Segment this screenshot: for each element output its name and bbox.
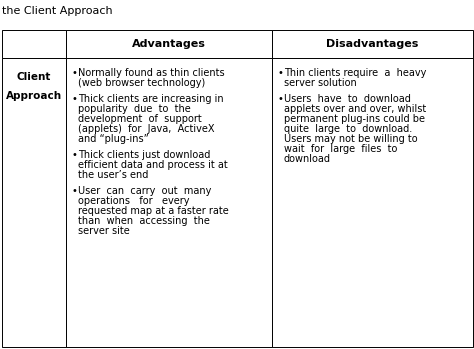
Text: Users may not be willing to: Users may not be willing to <box>284 134 418 144</box>
Text: quite  large  to  download.: quite large to download. <box>284 124 412 134</box>
Text: Users  have  to  download: Users have to download <box>284 94 411 104</box>
Bar <box>2 58 66 347</box>
Text: •: • <box>72 94 77 104</box>
Text: popularity  due  to  the: popularity due to the <box>78 104 191 114</box>
Text: Thin clients require  a  heavy: Thin clients require a heavy <box>284 68 426 78</box>
Text: and “plug-ins”: and “plug-ins” <box>78 134 149 144</box>
Text: wait  for  large  files  to: wait for large files to <box>284 144 397 154</box>
Text: server solution: server solution <box>284 78 356 88</box>
Text: permanent plug-ins could be: permanent plug-ins could be <box>284 114 425 124</box>
Bar <box>272 30 473 58</box>
Text: applets over and over, whilst: applets over and over, whilst <box>284 104 426 114</box>
Text: •: • <box>277 68 283 78</box>
Text: Disadvantages: Disadvantages <box>326 39 419 49</box>
Bar <box>66 30 272 58</box>
Text: User  can  carry  out  many: User can carry out many <box>78 186 211 196</box>
Text: •: • <box>72 68 77 78</box>
Text: the user’s end: the user’s end <box>78 170 149 180</box>
Text: •: • <box>72 150 77 160</box>
Text: operations   for   every: operations for every <box>78 196 190 206</box>
Text: the Client Approach: the Client Approach <box>2 6 113 16</box>
Text: requested map at a faster rate: requested map at a faster rate <box>78 206 229 216</box>
Text: Client: Client <box>17 72 51 82</box>
Text: Thick clients just download: Thick clients just download <box>78 150 210 160</box>
Bar <box>66 58 272 347</box>
Text: Approach: Approach <box>6 91 62 102</box>
Bar <box>272 58 473 347</box>
Text: download: download <box>284 154 331 164</box>
Text: Advantages: Advantages <box>132 39 206 49</box>
Text: Thick clients are increasing in: Thick clients are increasing in <box>78 94 224 104</box>
Text: (applets)  for  Java,  ActiveX: (applets) for Java, ActiveX <box>78 124 215 134</box>
Text: •: • <box>277 94 283 104</box>
Text: efficient data and process it at: efficient data and process it at <box>78 160 228 170</box>
Text: than  when  accessing  the: than when accessing the <box>78 216 210 226</box>
Text: (web browser technology): (web browser technology) <box>78 78 206 88</box>
Text: Normally found as thin clients: Normally found as thin clients <box>78 68 225 78</box>
Text: server site: server site <box>78 226 130 236</box>
Bar <box>2 30 66 58</box>
Text: development  of  support: development of support <box>78 114 202 124</box>
Text: •: • <box>72 186 77 196</box>
